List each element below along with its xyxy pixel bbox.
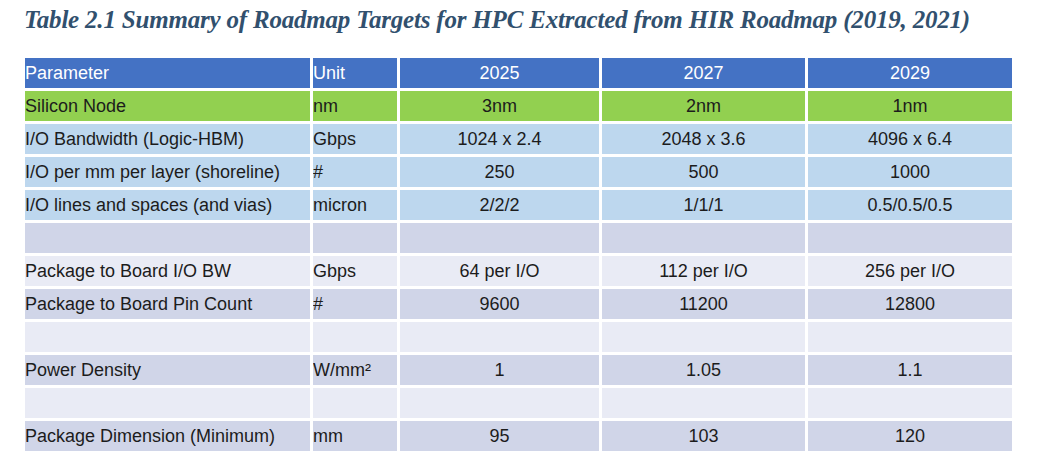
value-cell-2027: 112 per I/O [602, 256, 808, 289]
column-header-unit: Unit [313, 58, 400, 91]
header-row: Parameter Unit 2025 2027 2029 [25, 58, 1012, 91]
unit-cell: mm [313, 421, 400, 454]
parameter-cell: Power Density [25, 355, 313, 388]
value-cell-2029 [808, 322, 1012, 355]
unit-cell [313, 388, 400, 421]
value-cell-2027 [602, 388, 808, 421]
table-row: I/O Bandwidth (Logic-HBM) Gbps 1024 x 2.… [25, 124, 1012, 157]
table-row: Power Density W/mm² 1 1.05 1.1 [25, 355, 1012, 388]
value-cell-2025: 250 [400, 157, 602, 190]
value-cell-2027 [602, 322, 808, 355]
value-cell-2025 [400, 322, 602, 355]
table-row [25, 388, 1012, 421]
parameter-cell: Package to Board I/O BW [25, 256, 313, 289]
table-row: Package to Board I/O BW Gbps 64 per I/O … [25, 256, 1012, 289]
value-cell-2029: 120 [808, 421, 1012, 454]
parameter-cell: I/O Bandwidth (Logic-HBM) [25, 124, 313, 157]
parameter-cell [25, 388, 313, 421]
table-row [25, 223, 1012, 256]
value-cell-2027: 2048 x 3.6 [602, 124, 808, 157]
parameter-cell [25, 223, 313, 256]
column-header-parameter: Parameter [25, 58, 313, 91]
value-cell-2029 [808, 223, 1012, 256]
page-title: Table 2.1 Summary of Roadmap Targets for… [24, 6, 1024, 34]
parameter-cell: Silicon Node [25, 91, 313, 124]
value-cell-2025: 2/2/2 [400, 190, 602, 223]
column-header-2025: 2025 [400, 58, 602, 91]
table-row: Package to Board Pin Count # 9600 11200 … [25, 289, 1012, 322]
value-cell-2029: 1.1 [808, 355, 1012, 388]
value-cell-2025: 1024 x 2.4 [400, 124, 602, 157]
table-row: I/O per mm per layer (shoreline) # 250 5… [25, 157, 1012, 190]
column-header-2027: 2027 [602, 58, 808, 91]
unit-cell: W/mm² [313, 355, 400, 388]
table-row: Silicon Node nm 3nm 2nm 1nm [25, 91, 1012, 124]
value-cell-2025: 95 [400, 421, 602, 454]
value-cell-2027: 1.05 [602, 355, 808, 388]
value-cell-2029: 4096 x 6.4 [808, 124, 1012, 157]
value-cell-2029: 1nm [808, 91, 1012, 124]
value-cell-2029: 256 per I/O [808, 256, 1012, 289]
value-cell-2025: 3nm [400, 91, 602, 124]
value-cell-2029: 1000 [808, 157, 1012, 190]
value-cell-2025 [400, 388, 602, 421]
parameter-cell [25, 322, 313, 355]
unit-cell [313, 322, 400, 355]
value-cell-2029 [808, 388, 1012, 421]
table-header: Parameter Unit 2025 2027 2029 [25, 58, 1012, 91]
unit-cell: Gbps [313, 124, 400, 157]
parameter-cell: I/O lines and spaces (and vias) [25, 190, 313, 223]
value-cell-2025: 1 [400, 355, 602, 388]
unit-cell: micron [313, 190, 400, 223]
value-cell-2027 [602, 223, 808, 256]
value-cell-2029: 12800 [808, 289, 1012, 322]
unit-cell: # [313, 157, 400, 190]
unit-cell: Gbps [313, 256, 400, 289]
value-cell-2025 [400, 223, 602, 256]
parameter-cell: Package Dimension (Minimum) [25, 421, 313, 454]
table-row: Package Dimension (Minimum) mm 95 103 12… [25, 421, 1012, 454]
table-body: Silicon Node nm 3nm 2nm 1nm I/O Bandwidt… [25, 91, 1012, 454]
value-cell-2025: 9600 [400, 289, 602, 322]
value-cell-2025: 64 per I/O [400, 256, 602, 289]
unit-cell [313, 223, 400, 256]
column-header-2029: 2029 [808, 58, 1012, 91]
parameter-cell: I/O per mm per layer (shoreline) [25, 157, 313, 190]
value-cell-2027: 500 [602, 157, 808, 190]
value-cell-2027: 1/1/1 [602, 190, 808, 223]
unit-cell: # [313, 289, 400, 322]
parameter-cell: Package to Board Pin Count [25, 289, 313, 322]
value-cell-2027: 11200 [602, 289, 808, 322]
table-row: I/O lines and spaces (and vias) micron 2… [25, 190, 1012, 223]
value-cell-2029: 0.5/0.5/0.5 [808, 190, 1012, 223]
value-cell-2027: 103 [602, 421, 808, 454]
roadmap-table: Parameter Unit 2025 2027 2029 Silicon No… [25, 58, 1012, 454]
unit-cell: nm [313, 91, 400, 124]
value-cell-2027: 2nm [602, 91, 808, 124]
table-row [25, 322, 1012, 355]
